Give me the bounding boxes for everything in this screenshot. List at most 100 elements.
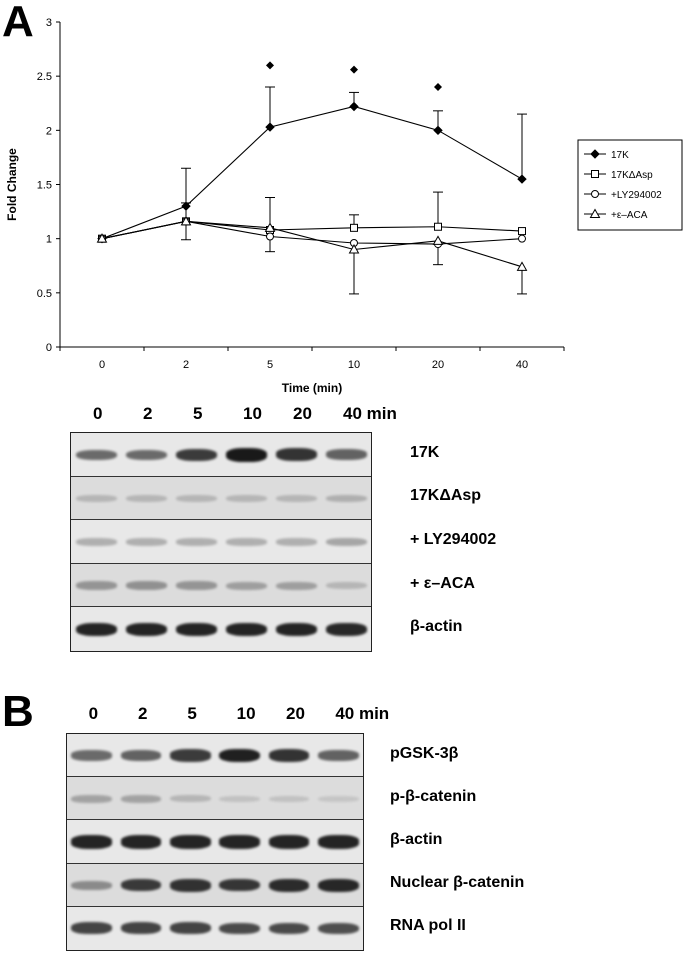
band <box>275 622 317 636</box>
lane-label: 0 <box>88 704 99 723</box>
data-point <box>264 222 276 232</box>
legend-entry: +ε–ACA <box>611 210 648 221</box>
panel-a-letter: A <box>2 0 34 46</box>
blot-row-label: RNA pol II <box>390 917 466 935</box>
blot-row <box>67 734 363 778</box>
blot-row <box>67 777 363 821</box>
y-tick-label: 2 <box>46 125 52 137</box>
band <box>71 880 112 890</box>
band <box>120 750 162 761</box>
band <box>71 794 112 803</box>
blot-a <box>70 432 372 652</box>
band <box>268 922 310 935</box>
band <box>275 538 317 546</box>
band <box>318 750 359 761</box>
band <box>175 494 217 502</box>
band <box>325 622 367 636</box>
series-line-1 <box>101 220 523 240</box>
data-point <box>432 235 444 245</box>
band <box>275 494 317 502</box>
fold-change-line-chart: 0 0.5 1 1.5 2 2.5 3 0 2 5 10 20 40 Time (min) Fold Cha… <box>5 17 683 395</box>
band <box>125 449 167 460</box>
blot-row-label: Nuclear β-catenin <box>390 874 525 892</box>
band <box>175 448 217 461</box>
band <box>175 538 217 546</box>
y-tick-label: 0.5 <box>37 288 52 300</box>
band <box>275 448 317 462</box>
panel-b-letter: B <box>2 687 34 736</box>
band <box>75 622 117 636</box>
data-point <box>266 232 274 241</box>
band <box>225 447 267 462</box>
band <box>219 922 260 935</box>
lane-label: 5 <box>193 404 203 423</box>
y-tick-label: 0 <box>46 342 52 354</box>
band <box>318 922 359 935</box>
lane-label: 40 min <box>343 404 397 423</box>
band <box>71 835 112 849</box>
band <box>120 794 162 803</box>
blot-row <box>71 520 371 564</box>
blot-b-lane-header: 0 2 5 10 20 40 min <box>0 704 683 728</box>
band <box>225 622 267 636</box>
blot-row-label: β-actin <box>410 618 463 636</box>
blot-row <box>67 820 363 864</box>
x-tick-label: 40 <box>516 359 528 371</box>
blot-row-label: 17K <box>410 443 440 461</box>
legend-marker <box>590 149 600 159</box>
band <box>170 922 211 935</box>
data-point <box>180 215 192 226</box>
legend-entry: 17KΔAsp <box>611 170 653 181</box>
blot-row <box>71 433 371 477</box>
y-axis-label: Fold Change <box>5 148 19 221</box>
blot-row-label: + ε–ACA <box>410 574 475 592</box>
band <box>75 581 117 590</box>
band <box>225 538 267 546</box>
data-point <box>517 174 527 184</box>
lane-label: 40 min <box>335 704 390 723</box>
band <box>71 750 112 761</box>
lane-label: 0 <box>93 404 103 423</box>
x-tick-label: 5 <box>267 359 273 371</box>
band <box>170 835 211 849</box>
data-point <box>348 243 360 254</box>
band <box>275 581 317 590</box>
band <box>225 581 267 590</box>
band <box>325 537 367 546</box>
data-point <box>96 233 108 243</box>
blot-a-lane-header: 0 2 5 10 20 40 min <box>0 404 683 428</box>
legend-entry: 17K <box>611 150 629 161</box>
band <box>325 582 367 590</box>
band <box>125 622 167 636</box>
series-line-2 <box>101 220 523 245</box>
data-point <box>181 201 191 211</box>
band <box>125 494 167 502</box>
blot-row <box>71 476 371 521</box>
x-tick-label: 10 <box>348 359 360 371</box>
y-tick-label: 1 <box>46 234 52 246</box>
x-tick-label: 0 <box>99 359 105 371</box>
y-tick-label: 1.5 <box>37 180 52 192</box>
band <box>120 878 162 892</box>
x-tick-label: 2 <box>183 359 189 371</box>
band <box>325 449 367 461</box>
band <box>75 449 117 460</box>
legend-marker <box>591 170 599 178</box>
band <box>120 835 162 849</box>
lane-label: 20 <box>286 704 305 723</box>
data-point <box>350 223 358 232</box>
band <box>219 835 260 849</box>
data-point <box>516 261 528 271</box>
data-point <box>265 122 275 132</box>
band <box>268 795 310 802</box>
band <box>318 795 359 802</box>
series-line-3 <box>101 220 523 268</box>
y-tick-label: 3 <box>46 17 52 29</box>
series-line-0 <box>101 105 523 240</box>
blot-row <box>67 863 363 907</box>
blot-row-label: p-β-catenin <box>390 787 477 805</box>
band <box>120 922 162 935</box>
data-point <box>349 101 359 112</box>
band <box>325 494 367 502</box>
x-tick-label: 20 <box>432 359 444 371</box>
